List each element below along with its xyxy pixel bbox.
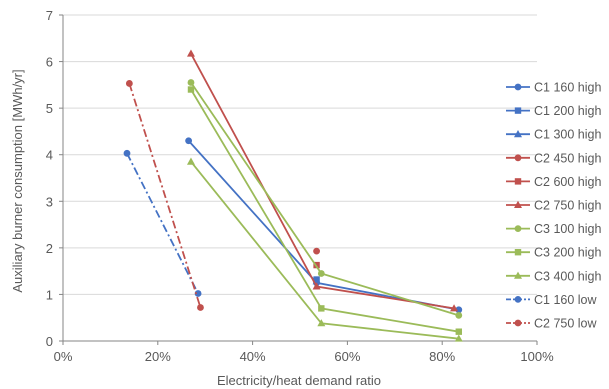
- legend-label: C3 200 high: [534, 246, 601, 260]
- data-point: [454, 334, 463, 342]
- y-tick-label: 7: [46, 8, 53, 23]
- legend-swatch-marker: [514, 83, 522, 91]
- data-point: [125, 80, 133, 87]
- legend-label: C1 300 high: [534, 128, 601, 142]
- legend-entry: C1 300 high: [506, 128, 601, 142]
- legend-entry: C2 450 high: [506, 151, 601, 165]
- data-point: [455, 306, 463, 314]
- y-tick-label: 6: [46, 55, 53, 70]
- legend-swatch-marker: [514, 271, 522, 279]
- legend-swatch-marker: [514, 225, 522, 233]
- data-point: [185, 137, 193, 145]
- axes: 0 1 2 3 4 5 6 7 0% 20% 40% 60% 80% 100%: [46, 8, 554, 364]
- series-line: [128, 83, 202, 308]
- y-tick-label: 3: [46, 194, 53, 209]
- gridlines: [63, 14, 537, 295]
- series-line: [190, 82, 460, 317]
- legend-entry: C1 160 high: [506, 81, 601, 95]
- series: [187, 79, 463, 319]
- x-tick-label: 80%: [429, 349, 455, 364]
- data-point: [455, 311, 463, 319]
- x-axis-title: Electricity/heat demand ratio: [217, 373, 381, 388]
- legend-label: C1 200 high: [534, 104, 601, 118]
- data-point: [455, 328, 462, 335]
- legend-entry: C3 200 high: [506, 246, 601, 260]
- legend-swatch-marker: [514, 130, 522, 138]
- data-point: [187, 86, 195, 93]
- legend-swatch-marker: [514, 200, 522, 208]
- series: [186, 49, 459, 312]
- legend-label: C2 750 low: [534, 317, 598, 331]
- data-point: [197, 304, 204, 311]
- legend-entry: C1 160 low: [506, 293, 598, 307]
- data-point: [186, 157, 195, 165]
- x-tick-label: 20%: [145, 349, 171, 364]
- legend-swatch-marker: [514, 178, 522, 185]
- series: [313, 247, 320, 255]
- data-point: [317, 270, 325, 277]
- legend-label: C2 450 high: [534, 151, 601, 165]
- legend-swatch-marker: [514, 107, 522, 114]
- legend-label: C3 100 high: [534, 222, 601, 236]
- legend-entry: C3 400 high: [506, 269, 601, 283]
- legend-entry: C2 600 high: [506, 175, 601, 189]
- data-point: [313, 247, 320, 255]
- legend-swatch-marker: [514, 296, 522, 303]
- legend-swatch-marker: [514, 154, 522, 162]
- series-line: [190, 53, 455, 310]
- y-axis-title: Auxiliary burner consumption [MWh/yr]: [10, 69, 25, 292]
- series: [187, 86, 462, 335]
- y-tick-label: 0: [46, 334, 53, 349]
- legend-label: C3 400 high: [534, 269, 601, 283]
- series-line: [187, 140, 459, 311]
- y-tick-label: 4: [46, 148, 53, 163]
- legend-swatch-marker: [514, 249, 522, 256]
- data-point: [317, 319, 326, 327]
- data-point: [187, 79, 195, 86]
- data-point: [194, 290, 202, 297]
- legend-label: C1 160 high: [534, 81, 601, 95]
- data-point: [450, 304, 459, 312]
- legend-label: C1 160 low: [534, 293, 598, 307]
- legend: C1 160 high C1 200 high C1 300 high C2 450 …: [506, 81, 601, 331]
- series-line: [126, 152, 199, 294]
- series: [186, 157, 463, 342]
- series: [125, 80, 204, 311]
- data-point: [318, 305, 325, 312]
- data-point: [312, 282, 321, 290]
- y-tick-label: 5: [46, 101, 53, 116]
- legend-entry: C3 100 high: [506, 222, 601, 236]
- y-tick-label: 1: [46, 287, 53, 302]
- legend-label: C2 600 high: [534, 175, 601, 189]
- legend-entry: C2 750 high: [506, 199, 601, 213]
- y-tick-label: 2: [46, 241, 53, 256]
- data-point: [123, 149, 131, 157]
- x-tick-label: 40%: [240, 349, 266, 364]
- legend-label: C2 750 high: [534, 199, 601, 213]
- legend-swatch-marker: [514, 319, 522, 327]
- x-tick-label: 100%: [520, 349, 554, 364]
- plot-area: [123, 49, 463, 342]
- series: [123, 149, 202, 297]
- x-tick-label: 0%: [54, 349, 73, 364]
- x-tick-label: 60%: [334, 349, 360, 364]
- legend-entry: C2 750 low: [506, 317, 598, 331]
- data-point: [186, 49, 195, 57]
- legend-entry: C1 200 high: [506, 104, 601, 118]
